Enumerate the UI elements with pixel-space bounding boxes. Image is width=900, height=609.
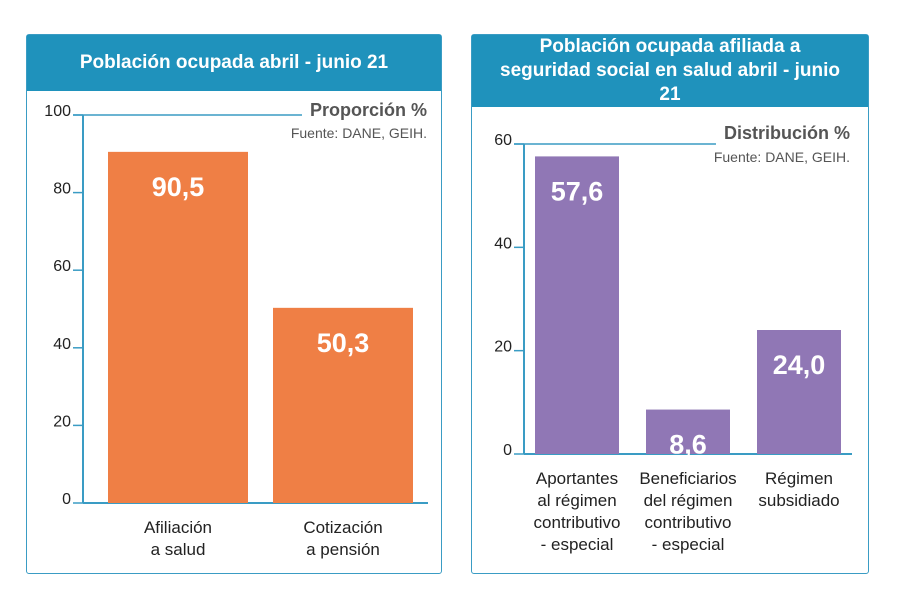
category-label-right: contributivo [645, 513, 732, 532]
y-tick-label-right: 60 [494, 132, 512, 149]
category-label-right: contributivo [534, 513, 621, 532]
bar-value-label-right: 8,6 [669, 430, 707, 460]
category-label-left: Afiliación [144, 518, 212, 537]
bar-right [757, 330, 841, 454]
bar-right [646, 409, 730, 454]
source-note-right: Fuente: DANE, GEIH. [714, 149, 850, 165]
category-label-right: - especial [541, 535, 614, 554]
y-tick-label-left: 0 [62, 491, 71, 508]
y-tick-label-left: 100 [44, 103, 71, 120]
bar-chart-left: 0 20 40 60 80 100 Proporción % Fuente: DANE, GE… [44, 100, 428, 559]
chart-panel-right: Población ocupada afiliada a seguridad s… [471, 34, 869, 574]
chart-title-right: Población ocupada afiliada a seguridad s… [472, 35, 868, 107]
category-label-right: Régimen [765, 469, 833, 488]
bar-value-label-right: 57,6 [551, 176, 604, 206]
category-label-right: Aportantes [536, 469, 618, 488]
y-axis-label-left: Proporción % [310, 100, 427, 120]
y-tick-label-right: 40 [494, 235, 512, 252]
category-label-right: subsidiado [758, 491, 839, 510]
bar-left [273, 307, 413, 503]
category-label-right: Beneficiarios [639, 469, 736, 488]
category-label-right: - especial [652, 535, 725, 554]
category-label-left: a pensión [306, 540, 380, 559]
bar-value-label-left: 50,3 [317, 328, 370, 358]
bar-value-label-right: 24,0 [773, 350, 826, 380]
category-label-right: del régimen [644, 491, 733, 510]
y-tick-label-left: 40 [53, 336, 71, 353]
chart-panel-left: Población ocupada abril - junio 21 0 20 40… [26, 34, 442, 574]
bar-right [535, 156, 619, 454]
y-tick-label-right: 20 [494, 339, 512, 356]
bar-chart-right: 0 20 40 60 Distribución % Fuente: DANE, GEIH.… [494, 123, 852, 554]
category-label-right: al régimen [537, 491, 616, 510]
y-tick-label-right: 0 [503, 442, 512, 459]
y-tick-label-left: 20 [53, 413, 71, 430]
y-tick-label-left: 60 [53, 258, 71, 275]
bar-left [108, 151, 248, 504]
y-axis-label-right: Distribución % [724, 123, 850, 143]
y-tick-label-left: 80 [53, 181, 71, 198]
source-note-left: Fuente: DANE, GEIH. [291, 125, 427, 141]
chart-title-left: Población ocupada abril - junio 21 [27, 35, 441, 91]
category-label-left: Cotización [303, 518, 382, 537]
bar-value-label-left: 90,5 [152, 172, 205, 202]
category-label-left: a salud [151, 540, 206, 559]
